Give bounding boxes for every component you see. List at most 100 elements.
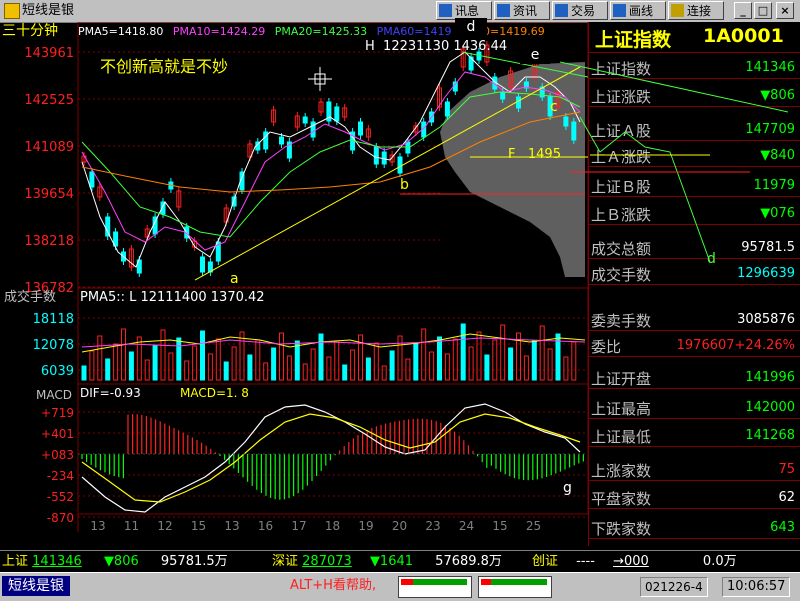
volume-bar — [263, 362, 269, 381]
quote-panel: 上证指数 1A0001 上证指数 141346 上证涨跌 ▼806 上证Ａ股 147709… — [588, 22, 800, 546]
quote-row: 上证指数 141346 — [589, 52, 800, 79]
volume-bar — [365, 357, 371, 381]
close-button[interactable]: × — [776, 2, 794, 19]
candle-body — [444, 101, 450, 117]
macd-y-axis: +719 +401 +083 -234 -552 -870 — [41, 406, 74, 525]
status-cy[interactable]: 创证 ---- →000 0.0万 — [532, 554, 737, 569]
x-tick-label: 23 — [425, 519, 440, 533]
volume-bar — [184, 360, 190, 381]
x-tick-label: 25 — [526, 519, 541, 533]
volume-bar — [215, 338, 221, 381]
x-tick-label: 13 — [90, 519, 105, 533]
y-tick-label: +719 — [41, 406, 74, 420]
status-sz[interactable]: 深证 287073 ▼1641 57689.8万 — [272, 554, 502, 569]
volume-y-axis: 18118 12078 6039 — [33, 312, 74, 379]
candlesticks — [81, 41, 577, 277]
candle-body — [231, 196, 237, 207]
candle-body — [389, 154, 395, 163]
sz-mini-indicator[interactable] — [478, 576, 552, 598]
candle-body — [437, 87, 442, 108]
quote-value: 141268 — [745, 428, 795, 443]
volume-bar — [500, 324, 506, 381]
candle-body — [358, 121, 363, 136]
quote-label: 成交手数 — [591, 266, 652, 284]
volume-bar — [460, 323, 466, 381]
candle-body — [176, 190, 182, 208]
volume-bar — [113, 343, 119, 381]
news-icon — [439, 4, 452, 17]
candle-body — [460, 48, 466, 68]
ma60-line — [81, 111, 581, 193]
y-tick-label: -870 — [47, 511, 74, 525]
volume-bar — [389, 350, 395, 381]
trade-button[interactable]: 交易 — [552, 1, 608, 20]
info-button[interactable]: 资讯 — [494, 1, 550, 20]
quote-row: 成交手数 1296639 — [589, 258, 800, 285]
ma20-line — [81, 91, 581, 238]
y-tick-label: 142525 — [24, 93, 74, 108]
volume-bar — [405, 358, 411, 381]
candle-body — [89, 171, 95, 188]
volume-bar — [144, 359, 150, 381]
dea-line — [81, 413, 581, 503]
volume-bar — [239, 331, 245, 381]
volume-bar — [192, 345, 198, 381]
macd-title[interactable]: MACD — [36, 388, 72, 402]
volume-bar — [381, 365, 387, 381]
pma10-legend: PMA10=1424.29 — [172, 25, 266, 38]
quote-value: ▼076 — [760, 206, 795, 221]
quote-label: 委卖手数 — [591, 312, 652, 330]
minimize-button[interactable]: _ — [734, 2, 752, 19]
dif-legend: DIF=-0.93 — [80, 386, 141, 400]
candle-body — [286, 141, 292, 159]
volume-title[interactable]: 成交手数 — [4, 290, 57, 305]
quote-value: 1296639 — [737, 266, 795, 281]
volume-bar — [176, 337, 182, 381]
volume-grid — [78, 317, 588, 371]
quote-label: 上Ａ涨跌 — [591, 148, 652, 166]
x-tick-label: 15 — [492, 519, 507, 533]
candle-body — [318, 101, 324, 113]
high-marker: H 12231130 1436.44 — [365, 39, 508, 54]
y-tick-label: -552 — [47, 490, 74, 504]
dif-line — [81, 403, 581, 513]
connect-button[interactable]: 连接 — [668, 1, 724, 20]
volume-bar — [286, 355, 292, 381]
candle-body — [247, 143, 253, 158]
quote-row: 上证最高 142000 — [589, 390, 800, 419]
status-sh[interactable]: 上证 141346 ▼806 95781.5万 — [2, 554, 228, 569]
volume-bar — [547, 348, 553, 381]
volume-bar — [326, 356, 332, 381]
volume-bar — [271, 347, 277, 381]
app-icon — [4, 3, 20, 19]
quote-row: 下跌家数 643 — [589, 508, 800, 539]
quote-label: 上证指数 — [591, 60, 652, 78]
index-name: 上证指数 — [595, 29, 672, 51]
volume-bar — [484, 354, 490, 381]
volume-bar — [421, 328, 427, 381]
quote-value: 643 — [770, 520, 795, 535]
index-code: 1A0001 — [703, 25, 784, 47]
volume-bar — [413, 343, 419, 381]
volume-bar — [429, 351, 435, 381]
period-label[interactable]: 三十分钟 — [2, 23, 58, 39]
candle-body — [294, 115, 300, 128]
sh-mini-indicator[interactable] — [398, 576, 472, 598]
quote-label: 上证涨跌 — [591, 88, 652, 106]
title-bar: 短线是银 讯息 资讯 交易 画线 连接 _ □ × — [0, 0, 800, 23]
candle-body — [279, 136, 284, 145]
taskbar-app-name[interactable]: 短线是银 — [2, 576, 70, 596]
pma5-legend: PMA5=1418.80 — [78, 25, 164, 38]
volume-bar — [81, 365, 87, 381]
volume-bar — [136, 336, 142, 381]
volume-bar — [555, 333, 561, 381]
volume-bar — [200, 330, 205, 381]
candle-body — [397, 156, 403, 174]
maximize-button[interactable]: □ — [754, 2, 772, 19]
annotation-text: 不创新高就是不妙 — [100, 57, 229, 76]
y-tick-label: +401 — [41, 427, 74, 441]
candle-body — [200, 256, 205, 273]
y-tick-label: -234 — [47, 469, 74, 483]
draw-line-button[interactable]: 画线 — [610, 1, 666, 20]
